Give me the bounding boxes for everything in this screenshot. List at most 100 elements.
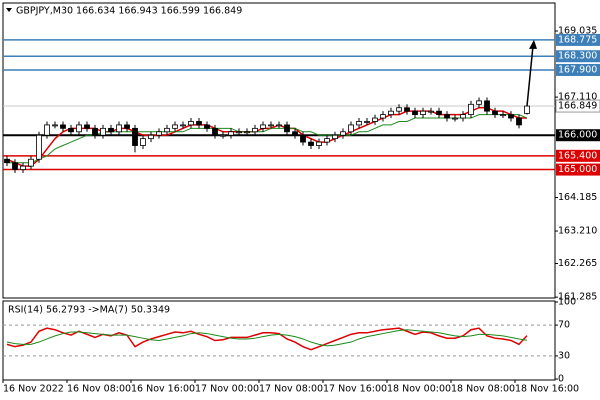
y-tick-label: 163.210 <box>558 226 597 237</box>
candle-body <box>436 110 442 116</box>
candle-body <box>508 114 514 119</box>
x-tick-label: 18 Nov 16:00 <box>515 384 579 395</box>
candle-body <box>20 165 26 170</box>
candle-body <box>44 124 50 136</box>
candle-body <box>4 158 10 164</box>
candle-body <box>364 121 370 123</box>
arrow-head <box>529 39 537 49</box>
x-tick-label: 17 Nov 08:00 <box>259 384 323 395</box>
candle-body <box>156 131 162 136</box>
candle-body <box>388 110 394 116</box>
rsi-title: RSI(14) 56.2793 ->MA(7) 50.3349 <box>8 305 170 316</box>
candle-body <box>100 127 106 136</box>
level-box <box>556 149 600 162</box>
chart-title: GBPJPY,M30 166.634 166.943 166.599 166.8… <box>16 6 242 17</box>
candle-body <box>444 114 450 119</box>
level-label: 166.000 <box>558 130 597 141</box>
rsi-line <box>6 329 528 347</box>
candle-body <box>452 117 458 120</box>
candle-body <box>276 124 282 127</box>
candle-body <box>148 134 154 140</box>
candle-body <box>132 127 138 146</box>
candle-body <box>460 114 466 119</box>
candle-body <box>140 138 146 146</box>
candle-body <box>188 121 194 126</box>
y-tick-label: 164.185 <box>558 192 597 203</box>
candle-body <box>220 134 226 137</box>
x-tick-label: 16 Nov 08:00 <box>67 384 131 395</box>
rsi-panel <box>2 300 556 381</box>
current-price-label: 166.849 <box>558 101 597 112</box>
candle-body <box>76 124 82 133</box>
candle-body <box>476 100 482 105</box>
y-tick-label: 167.110 <box>558 92 597 103</box>
candle-body <box>236 131 242 134</box>
candle-body <box>356 121 362 126</box>
rsi-line <box>6 327 528 351</box>
candle-body <box>484 100 490 112</box>
y-tick-label: 161.285 <box>558 292 597 303</box>
candle-body <box>52 124 58 127</box>
candle-body <box>228 131 234 136</box>
level-label: 168.300 <box>558 51 597 62</box>
candle-body <box>420 110 426 116</box>
y-tick-label: 100 <box>558 297 576 308</box>
x-tick-label: 17 Nov 16:00 <box>323 384 387 395</box>
candle-body <box>524 105 530 114</box>
level-box <box>556 129 600 142</box>
y-tick-label: 162.265 <box>558 258 597 269</box>
candle-body <box>492 110 498 116</box>
candle-body <box>396 107 402 112</box>
candle-body <box>116 124 122 133</box>
x-tick-label: 18 Nov 08:00 <box>451 384 515 395</box>
menu-icon <box>6 8 12 12</box>
candle-body <box>300 134 306 143</box>
candle-body <box>124 124 130 129</box>
candle-body <box>244 131 250 134</box>
candle-body <box>60 124 66 129</box>
level-label: 165.400 <box>558 150 597 161</box>
candle-body <box>516 117 522 126</box>
candle-body <box>204 124 210 129</box>
candle-body <box>180 124 186 127</box>
arrow-shaft <box>526 45 534 107</box>
candle-body <box>372 117 378 122</box>
candle-body <box>36 134 42 160</box>
candle-body <box>324 138 330 143</box>
candle-body <box>292 131 298 136</box>
candle-body <box>164 127 170 133</box>
y-tick-label: 169.035 <box>558 25 597 36</box>
candle-body <box>348 124 354 133</box>
x-tick-label: 17 Nov 00:00 <box>195 384 259 395</box>
x-tick-label: 16 Nov 16:00 <box>131 384 195 395</box>
x-tick-label: 16 Nov 2022 <box>3 384 64 395</box>
candle-body <box>308 141 314 146</box>
candle-body <box>468 103 474 116</box>
candle-body <box>340 131 346 136</box>
candle-body <box>316 141 322 146</box>
candle-body <box>284 124 290 133</box>
y-tick-label: 0 <box>558 374 564 385</box>
candle-body <box>252 127 258 133</box>
candle-body <box>108 127 114 133</box>
candle-body <box>172 124 178 129</box>
candle-body <box>84 124 90 129</box>
level-box <box>556 163 600 176</box>
candle-body <box>212 127 218 136</box>
candle-body <box>380 114 386 119</box>
x-tick-label: 18 Nov 00:00 <box>387 384 451 395</box>
y-tick-label: 30 <box>558 350 570 361</box>
candle-body <box>404 107 410 112</box>
candle-body <box>268 124 274 127</box>
level-box <box>556 63 600 76</box>
current-price-box <box>555 99 600 113</box>
candle-body <box>92 127 98 136</box>
candle-body <box>412 110 418 116</box>
candle-body <box>12 162 18 170</box>
candle-body <box>260 124 266 129</box>
level-label: 167.900 <box>558 64 597 75</box>
level-label: 165.000 <box>558 164 597 175</box>
main-panel <box>2 2 556 299</box>
candle-body <box>500 114 506 117</box>
